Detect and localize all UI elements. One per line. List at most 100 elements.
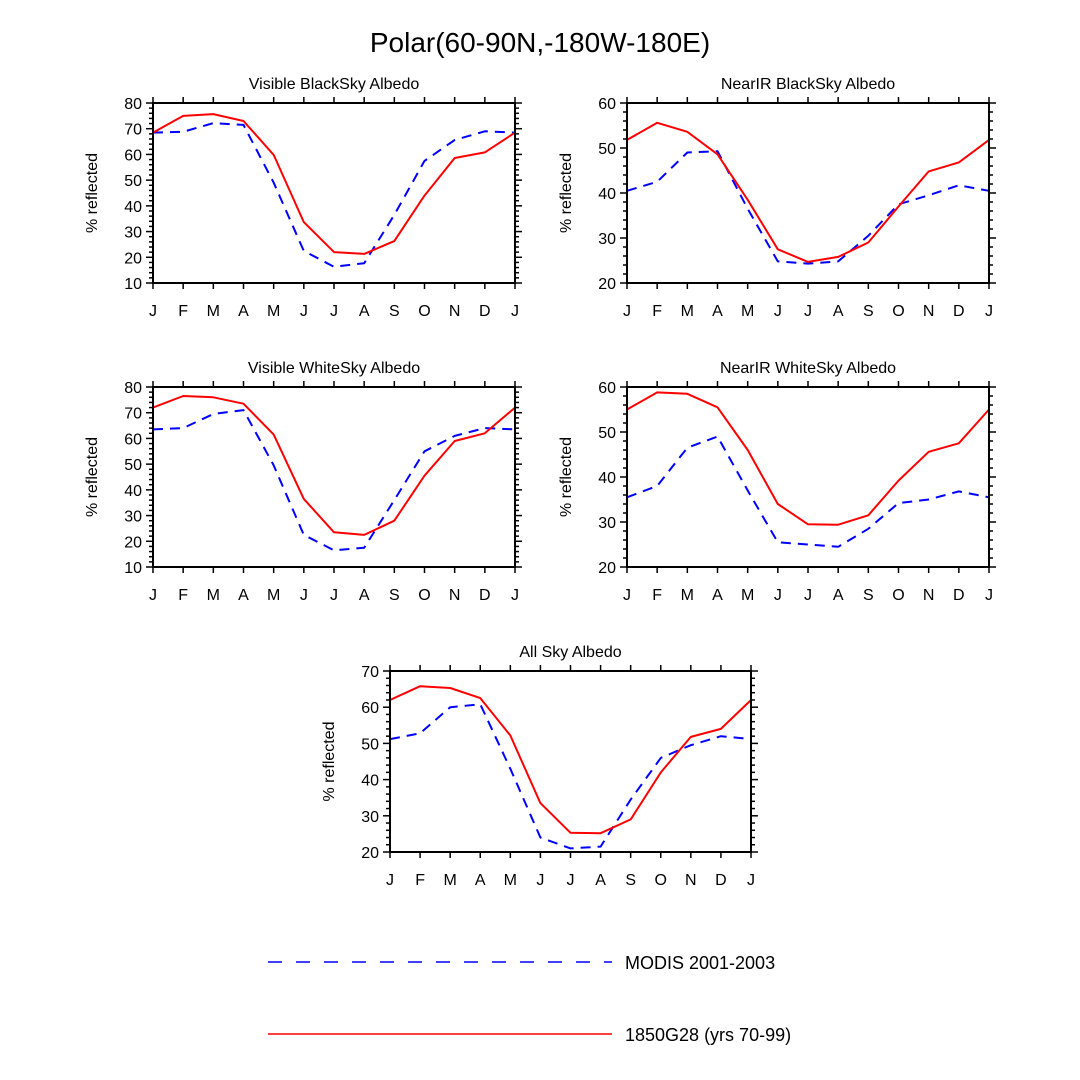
y-axis-label: % reflected xyxy=(84,437,101,517)
y-axis-label: % reflected xyxy=(558,153,575,233)
chart-title: All Sky Albedo xyxy=(519,644,621,661)
chart-title: NearIR BlackSky Albedo xyxy=(721,76,895,93)
y-tick-label: 70 xyxy=(124,406,142,423)
x-tick-label: F xyxy=(652,587,662,604)
x-tick-label: S xyxy=(863,587,874,604)
x-tick-label: J xyxy=(149,303,157,320)
series-line-model xyxy=(152,395,516,536)
x-tick-label: A xyxy=(238,303,249,320)
figure-title: Polar(60-90N,-180W-180E) xyxy=(370,27,710,58)
series-line-modis xyxy=(626,435,990,548)
y-tick-label: 30 xyxy=(124,225,142,242)
x-tick-label: O xyxy=(418,303,430,320)
x-tick-label: S xyxy=(625,872,636,889)
y-tick-label: 40 xyxy=(124,199,142,216)
x-tick-label: M xyxy=(444,872,457,889)
x-tick-label: M xyxy=(267,303,280,320)
x-tick-label: A xyxy=(712,303,723,320)
x-tick-label: S xyxy=(863,303,874,320)
x-tick-label: J xyxy=(804,587,812,604)
y-tick-label: 80 xyxy=(124,380,142,397)
y-tick-label: 20 xyxy=(598,560,616,577)
y-tick-label: 10 xyxy=(124,276,142,293)
x-tick-label: J xyxy=(330,587,338,604)
y-tick-label: 50 xyxy=(598,141,616,158)
x-tick-label: M xyxy=(504,872,517,889)
x-tick-label: J xyxy=(747,872,755,889)
chart-allsky: All Sky Albedo % reflected J F M A M J J A S O N D J 20… xyxy=(321,644,758,889)
y-tick-label: 70 xyxy=(361,664,379,681)
x-tick-label: A xyxy=(833,303,844,320)
series-line-model xyxy=(152,113,516,255)
y-tick-label: 50 xyxy=(124,457,142,474)
x-tick-label: O xyxy=(892,303,904,320)
chart-nir-blacksky: NearIR BlackSky Albedo % reflected J F M A M J J… xyxy=(558,76,996,320)
x-tick-label: D xyxy=(479,587,491,604)
y-tick-label: 20 xyxy=(124,250,142,267)
y-tick-label: 20 xyxy=(124,534,142,551)
chart-title: NearIR WhiteSky Albedo xyxy=(720,360,896,377)
y-tick-label: 50 xyxy=(124,173,142,190)
x-tick-label: M xyxy=(267,587,280,604)
y-tick-label: 50 xyxy=(361,736,379,753)
x-tick-label: J xyxy=(774,587,782,604)
x-tick-label: J xyxy=(511,587,519,604)
y-tick-label: 20 xyxy=(598,276,616,293)
x-tick-label: A xyxy=(712,587,723,604)
x-tick-label: J xyxy=(330,303,338,320)
chart-panels: Visible BlackSky Albedo % reflected J F M A M J… xyxy=(84,76,996,889)
y-tick-label: 60 xyxy=(361,700,379,717)
x-tick-label: J xyxy=(774,303,782,320)
x-tick-label: J xyxy=(567,872,575,889)
y-tick-label: 10 xyxy=(124,560,142,577)
x-tick-label: J xyxy=(623,303,631,320)
x-tick-label: J xyxy=(386,872,394,889)
y-tick-label: 30 xyxy=(598,515,616,532)
x-tick-label: F xyxy=(178,587,188,604)
x-tick-label: M xyxy=(207,303,220,320)
x-tick-label: J xyxy=(623,587,631,604)
chart-title: Visible BlackSky Albedo xyxy=(249,76,420,93)
series-line-model xyxy=(626,121,990,263)
x-tick-label: J xyxy=(985,587,993,604)
y-tick-label: 40 xyxy=(124,483,142,500)
x-tick-label: O xyxy=(892,587,904,604)
x-tick-label: J xyxy=(300,587,308,604)
y-tick-label: 30 xyxy=(361,809,379,826)
x-tick-label: M xyxy=(741,587,754,604)
series-line-modis xyxy=(152,409,516,552)
y-tick-label: 60 xyxy=(124,431,142,448)
y-tick-label: 60 xyxy=(598,96,616,113)
x-tick-label: J xyxy=(300,303,308,320)
x-tick-label: A xyxy=(238,587,249,604)
x-tick-label: A xyxy=(359,303,370,320)
legend-label-model: 1850G28 (yrs 70-99) xyxy=(625,1025,791,1045)
y-tick-label: 50 xyxy=(598,425,616,442)
x-tick-label: N xyxy=(449,587,461,604)
legend: MODIS 2001-2003 1850G28 (yrs 70-99) xyxy=(268,953,791,1045)
x-tick-label: J xyxy=(804,303,812,320)
x-tick-label: A xyxy=(595,872,606,889)
y-tick-label: 70 xyxy=(124,122,142,139)
x-tick-label: A xyxy=(475,872,486,889)
y-tick-label: 60 xyxy=(124,147,142,164)
x-tick-label: N xyxy=(449,303,461,320)
series-line-model xyxy=(626,391,990,526)
x-tick-label: D xyxy=(715,872,727,889)
series-line-modis xyxy=(626,150,990,265)
x-tick-label: J xyxy=(985,303,993,320)
y-tick-label: 40 xyxy=(361,773,379,790)
series-line-modis xyxy=(389,703,752,850)
y-axis-label: % reflected xyxy=(558,437,575,517)
y-tick-label: 40 xyxy=(598,186,616,203)
x-tick-label: O xyxy=(655,872,667,889)
x-tick-label: S xyxy=(389,303,400,320)
y-tick-label: 30 xyxy=(124,509,142,526)
x-tick-label: N xyxy=(685,872,697,889)
series-line-model xyxy=(389,685,752,835)
y-tick-label: 30 xyxy=(598,231,616,248)
y-tick-label: 60 xyxy=(598,380,616,397)
chart-nir-whitesky: NearIR WhiteSky Albedo % reflected J F M A M J J… xyxy=(558,360,996,604)
